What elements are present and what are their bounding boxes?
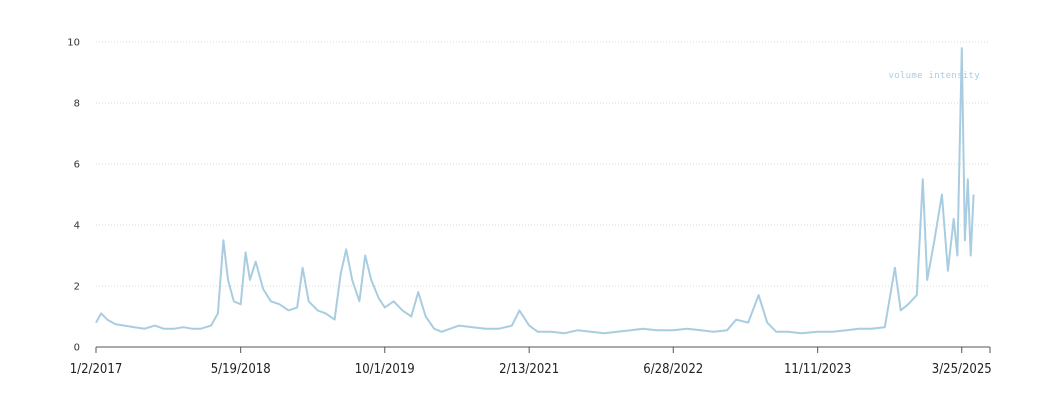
x-tick-label: 2/13/2021 (499, 362, 559, 377)
x-tick-label: 11/11/2023 (784, 362, 851, 377)
x-tick-label: 6/28/2022 (643, 362, 703, 377)
y-tick-label: 2 (74, 282, 80, 293)
x-tick-label: 1/2/2017 (70, 362, 123, 377)
series-label: volume intensity (889, 71, 981, 81)
series-line (95, 47, 975, 335)
y-tick-label: 4 (74, 221, 80, 232)
y-tick-label: 6 (74, 160, 80, 171)
y-tick-label: 10 (67, 38, 80, 49)
x-tick-label: 5/19/2018 (211, 362, 271, 377)
x-axis: 1/2/2017 5/19/2018 10/1/2019 2/13/2021 6/28/… (70, 346, 992, 377)
y-tick-label: 0 (74, 343, 80, 354)
x-tick-label: 3/25/2025 (932, 362, 992, 377)
y-axis: 0 2 4 6 8 10 (67, 38, 80, 354)
x-tick-label: 10/1/2019 (355, 362, 415, 377)
series-group (95, 47, 975, 335)
gridlines (96, 41, 990, 287)
y-tick-label: 8 (74, 99, 80, 110)
